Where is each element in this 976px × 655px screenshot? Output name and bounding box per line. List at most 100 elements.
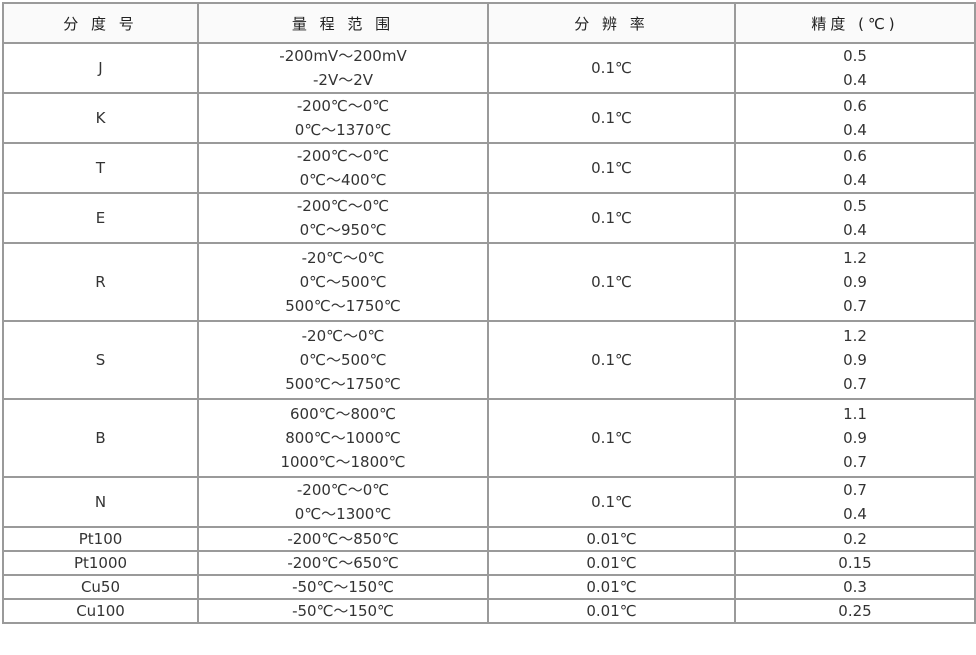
cell-resolution: 0.1℃ xyxy=(487,192,736,244)
cell-accuracy-text: 0.4 xyxy=(843,221,867,239)
cell-range: -20℃～0℃ 0℃～500℃ 500℃～1750℃ xyxy=(197,242,489,322)
cell-range: -200mV～200mV -2V～2V xyxy=(197,42,489,94)
cell-accuracy-text: 0.5 xyxy=(843,47,867,65)
cell-range-text: -200℃～0℃ xyxy=(296,197,390,215)
cell-type-text: R xyxy=(95,273,106,291)
cell-range-text: 800℃～1000℃ xyxy=(285,429,401,447)
cell-accuracy-text: 0.4 xyxy=(843,121,867,139)
cell-accuracy-text: 0.9 xyxy=(843,429,867,447)
cell-accuracy: 0.7 0.4 xyxy=(734,476,976,528)
header-resolution: 分 辨 率 xyxy=(487,2,736,44)
cell-accuracy-text: 0.6 xyxy=(843,147,867,165)
cell-type: S xyxy=(2,320,199,400)
cell-range: -20℃～0℃ 0℃～500℃ 500℃～1750℃ xyxy=(197,320,489,400)
cell-accuracy-text: 0.9 xyxy=(843,273,867,291)
cell-type-text: E xyxy=(95,209,106,227)
cell-resolution: 0.1℃ xyxy=(487,476,736,528)
table-row: R -20℃～0℃ 0℃～500℃ 500℃～1750℃ 0.1℃ 1.2 0.9 0.7 xyxy=(2,242,976,322)
cell-range-text: -20℃～0℃ xyxy=(301,249,385,267)
cell-resolution-text: 0.1℃ xyxy=(591,59,632,77)
cell-range-text: 500℃～1750℃ xyxy=(285,375,401,393)
cell-resolution: 0.1℃ xyxy=(487,242,736,322)
table-row: Cu100 -50℃～150℃ 0.01℃ 0.25 xyxy=(2,598,976,624)
cell-accuracy-text: 0.4 xyxy=(843,171,867,189)
cell-accuracy-text: 1.2 xyxy=(843,327,867,345)
cell-resolution-text: 0.1℃ xyxy=(591,493,632,511)
cell-resolution-text: 0.1℃ xyxy=(591,209,632,227)
cell-accuracy: 1.1 0.9 0.7 xyxy=(734,398,976,478)
cell-range-text: -200mV～200mV xyxy=(279,47,407,65)
cell-accuracy: 0.6 0.4 xyxy=(734,142,976,194)
cell-type-text: N xyxy=(94,493,107,511)
cell-type-text: Pt1000 xyxy=(73,554,128,572)
cell-resolution: 0.1℃ xyxy=(487,320,736,400)
cell-type: B xyxy=(2,398,199,478)
cell-accuracy: 0.6 0.4 xyxy=(734,92,976,144)
cell-range-text: 0℃～400℃ xyxy=(299,171,387,189)
cell-type: Cu100 xyxy=(2,598,199,624)
table-row: T -200℃～0℃ 0℃～400℃ 0.1℃ 0.6 0.4 xyxy=(2,142,976,194)
cell-type-text: J xyxy=(98,59,103,77)
cell-range-text: 0℃～500℃ xyxy=(299,351,387,369)
cell-range: -200℃～650℃ xyxy=(197,550,489,576)
cell-resolution: 0.1℃ xyxy=(487,142,736,194)
cell-accuracy: 1.2 0.9 0.7 xyxy=(734,242,976,322)
cell-type: T xyxy=(2,142,199,194)
cell-accuracy-text: 0.4 xyxy=(843,505,867,523)
cell-accuracy-text: 0.7 xyxy=(843,297,867,315)
cell-resolution: 0.01℃ xyxy=(487,574,736,600)
cell-range: -50℃～150℃ xyxy=(197,574,489,600)
cell-range: -200℃～0℃ 0℃～400℃ xyxy=(197,142,489,194)
cell-range: -200℃～0℃ 0℃～950℃ xyxy=(197,192,489,244)
cell-range-text: 500℃～1750℃ xyxy=(285,297,401,315)
header-range: 量 程 范 围 xyxy=(197,2,489,44)
table-row: B 600℃～800℃ 800℃～1000℃ 1000℃～1800℃ 0.1℃ 1.1 0.… xyxy=(2,398,976,478)
cell-type-text: Pt100 xyxy=(78,530,123,548)
cell-accuracy-text: 1.1 xyxy=(843,405,867,423)
cell-range-text: -20℃～0℃ xyxy=(301,327,385,345)
cell-type: E xyxy=(2,192,199,244)
cell-type: K xyxy=(2,92,199,144)
cell-range-text: -200℃～0℃ xyxy=(296,147,390,165)
table-row: K -200℃～0℃ 0℃～1370℃ 0.1℃ 0.6 0.4 xyxy=(2,92,976,144)
cell-range-text: -200℃～650℃ xyxy=(287,554,399,572)
cell-resolution-text: 0.01℃ xyxy=(586,602,637,620)
cell-type: N xyxy=(2,476,199,528)
cell-accuracy: 0.5 0.4 xyxy=(734,42,976,94)
cell-accuracy-text: 0.6 xyxy=(843,97,867,115)
sensor-spec-table: 分 度 号 量 程 范 围 分 辨 率 精度 (℃) J -200mV～200mV… xyxy=(2,2,976,624)
cell-accuracy: 0.25 xyxy=(734,598,976,624)
cell-range: 600℃～800℃ 800℃～1000℃ 1000℃～1800℃ xyxy=(197,398,489,478)
cell-type: J xyxy=(2,42,199,94)
table-row: N -200℃～0℃ 0℃～1300℃ 0.1℃ 0.7 0.4 xyxy=(2,476,976,528)
cell-range-text: -200℃～0℃ xyxy=(296,97,390,115)
cell-resolution-text: 0.1℃ xyxy=(591,273,632,291)
cell-accuracy: 0.15 xyxy=(734,550,976,576)
cell-accuracy-text: 0.15 xyxy=(838,554,872,572)
cell-accuracy: 0.2 xyxy=(734,526,976,552)
cell-accuracy-text: 1.2 xyxy=(843,249,867,267)
cell-accuracy: 0.5 0.4 xyxy=(734,192,976,244)
cell-range-text: -50℃～150℃ xyxy=(292,578,394,596)
cell-type: Cu50 xyxy=(2,574,199,600)
cell-resolution-text: 0.1℃ xyxy=(591,159,632,177)
cell-resolution: 0.01℃ xyxy=(487,526,736,552)
cell-range: -200℃～0℃ 0℃～1300℃ xyxy=(197,476,489,528)
cell-accuracy-text: 0.25 xyxy=(838,602,872,620)
cell-range: -200℃～850℃ xyxy=(197,526,489,552)
table-row: E -200℃～0℃ 0℃～950℃ 0.1℃ 0.5 0.4 xyxy=(2,192,976,244)
cell-range-text: -2V～2V xyxy=(312,71,374,89)
cell-accuracy-text: 0.4 xyxy=(843,71,867,89)
cell-resolution: 0.1℃ xyxy=(487,42,736,94)
table-row: Pt100 -200℃～850℃ 0.01℃ 0.2 xyxy=(2,526,976,552)
cell-type: Pt1000 xyxy=(2,550,199,576)
cell-type: R xyxy=(2,242,199,322)
cell-resolution-text: 0.01℃ xyxy=(586,578,637,596)
cell-resolution-text: 0.1℃ xyxy=(591,429,632,447)
cell-type-text: S xyxy=(95,351,106,369)
header-accuracy: 精度 (℃) xyxy=(734,2,976,44)
cell-range: -200℃～0℃ 0℃～1370℃ xyxy=(197,92,489,144)
cell-type-text: B xyxy=(95,429,106,447)
cell-accuracy-text: 0.2 xyxy=(843,530,867,548)
cell-resolution: 0.01℃ xyxy=(487,550,736,576)
